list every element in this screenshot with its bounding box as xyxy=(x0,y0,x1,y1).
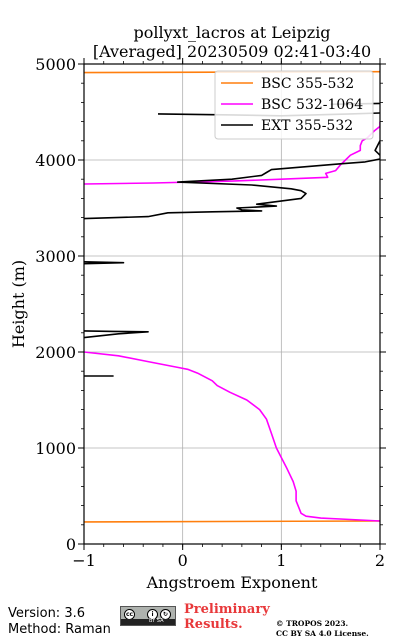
chart: pollyxt_lacros at Leipzig [Averaged] 202… xyxy=(9,23,386,592)
method-text: Method: Raman xyxy=(8,622,111,637)
preliminary-results-text: Preliminary Results. xyxy=(184,602,270,632)
legend-label: BSC 355-532 xyxy=(261,76,354,92)
series-line xyxy=(84,520,380,523)
chart-subtitle: [Averaged] 20230509 02:41-03:40 xyxy=(93,42,371,61)
series-line xyxy=(84,261,125,265)
y-tick-label: 2000 xyxy=(35,343,76,362)
series-line xyxy=(84,351,380,522)
legend-label: EXT 355-532 xyxy=(261,118,353,134)
cc-license-badge: cc i ↻ BY SA xyxy=(120,606,176,626)
copyright-line: © TROPOS 2023. xyxy=(276,619,349,628)
y-axis-label: Height (m) xyxy=(9,260,28,348)
series-line xyxy=(84,330,149,339)
y-tick-label: 5000 xyxy=(35,55,76,74)
x-axis-label: Angstroem Exponent xyxy=(146,573,318,592)
legend: BSC 355-532 BSC 532-1064 EXT 355-532 xyxy=(214,70,374,140)
series-bsc-532-1064 xyxy=(84,121,380,522)
x-tick-label: 1 xyxy=(276,551,286,570)
license-line: CC BY SA 4.0 License. xyxy=(276,629,369,638)
version-text: Version: 3.6 xyxy=(8,606,85,621)
y-tick-label: 1000 xyxy=(35,439,76,458)
series-line xyxy=(374,140,380,156)
y-tick-label: 4000 xyxy=(35,151,76,170)
x-tick-label: 2 xyxy=(375,551,385,570)
x-tick-label: −1 xyxy=(72,551,96,570)
y-tick-label: 3000 xyxy=(35,247,76,266)
copyright-text: © TROPOS 2023. CC BY SA 4.0 License. xyxy=(276,619,369,639)
x-tick-label: 0 xyxy=(178,551,188,570)
badge-text: BY SA xyxy=(149,618,164,624)
chart-title: pollyxt_lacros at Leipzig xyxy=(133,23,330,42)
plot-frame xyxy=(83,63,381,545)
legend-box xyxy=(214,70,374,140)
series-ext-355-532 xyxy=(84,102,380,377)
y-tick-label: 0 xyxy=(66,535,76,554)
legend-label: BSC 532-1064 xyxy=(261,97,363,113)
series-line xyxy=(84,158,380,220)
